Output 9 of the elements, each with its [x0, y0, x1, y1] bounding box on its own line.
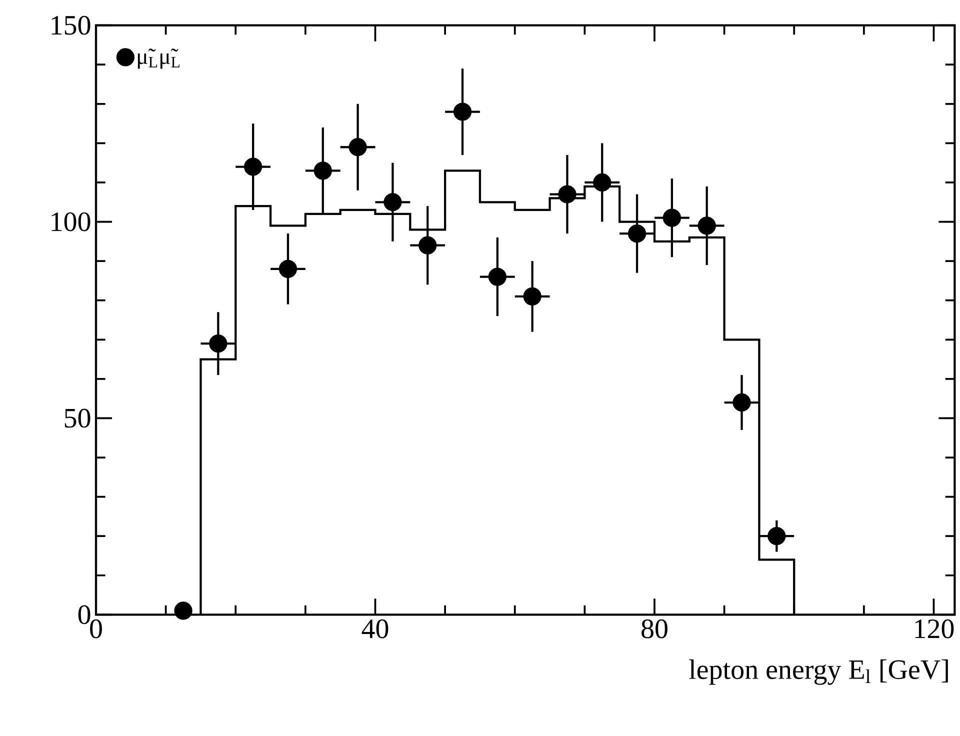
y-tick-label: 50: [64, 408, 90, 428]
x-tick-label: 120: [915, 619, 954, 638]
y-tick-label: 100: [52, 212, 90, 232]
x-tick-label: 80: [642, 619, 668, 638]
y-tick-label: 150: [52, 16, 90, 35]
y-tick-label: 0: [78, 605, 90, 624]
x-axis-title: lepton energy E$_{l}$ [GeV]: [689, 659, 948, 685]
x-tick-label: 40: [362, 619, 388, 638]
legend-label: μ̃$_{L}$μ̃$_{L}$: [138, 48, 180, 69]
